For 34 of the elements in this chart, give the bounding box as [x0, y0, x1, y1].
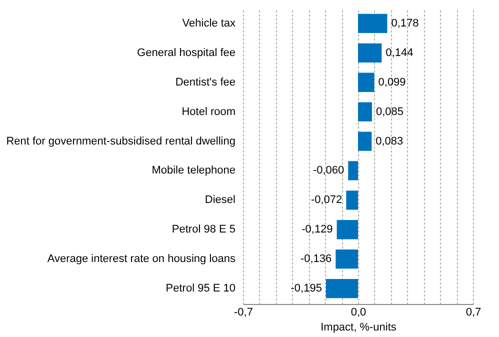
bar — [358, 102, 372, 122]
data-label: -0,195 — [290, 282, 322, 295]
bar — [358, 72, 374, 92]
y-tick-label: Mobile telephone — [152, 164, 236, 177]
data-label: 0,085 — [376, 106, 404, 118]
data-label: -0,072 — [310, 194, 342, 206]
bar — [358, 43, 382, 62]
x-tick-label: -0,7 — [234, 306, 253, 318]
x-tick-label: 0,7 — [466, 306, 482, 318]
bar — [358, 132, 372, 151]
data-label: -0,129 — [302, 224, 333, 236]
y-tick-label: Hotel room — [182, 106, 236, 118]
bar — [358, 14, 388, 34]
data-label: 0,178 — [391, 17, 419, 30]
y-tick-label: Diesel — [204, 194, 236, 206]
bar — [348, 161, 358, 180]
bar — [336, 220, 358, 240]
data-label: -0,060 — [312, 164, 344, 177]
data-label: 0,083 — [376, 135, 404, 148]
data-label: 0,099 — [378, 76, 406, 88]
y-tick-label: Petrol 98 E 5 — [172, 224, 236, 236]
data-label: 0,144 — [386, 46, 414, 59]
x-tick-label: 0,0 — [350, 306, 366, 318]
y-tick-label: Dentist's fee — [175, 76, 236, 88]
y-tick-label: Vehicle tax — [182, 17, 236, 30]
y-tick-label: Rent for government-subsidised rental dwelling — [6, 135, 236, 148]
y-tick-label: Average interest rate on housing loans — [47, 253, 236, 266]
bar — [326, 278, 358, 298]
data-label: -0,136 — [300, 253, 332, 266]
bar — [336, 250, 358, 269]
bar — [346, 190, 358, 210]
y-tick-label: General hospital fee — [137, 46, 236, 59]
x-axis-title: Impact, %-units — [320, 322, 397, 334]
y-tick-label: Petrol 95 E 10 — [166, 282, 236, 295]
